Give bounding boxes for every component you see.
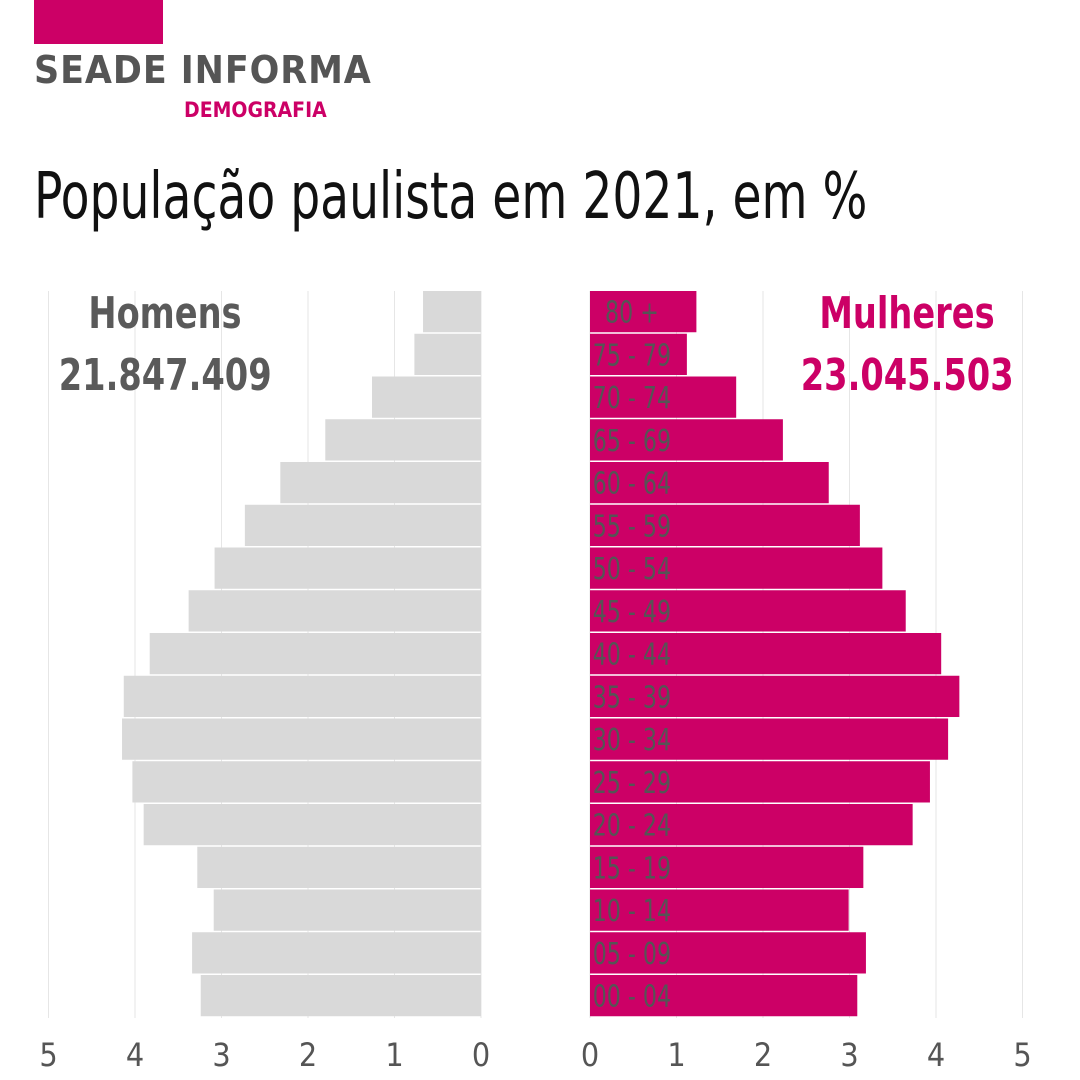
bar-men-1 <box>414 333 481 375</box>
age-group-label-0: 80 + <box>605 296 659 330</box>
bar-men-5 <box>244 504 481 546</box>
bar-women-1 <box>590 333 687 375</box>
bar-women-0 <box>590 291 697 333</box>
chart-title: População paulista em 2021, em % <box>34 160 868 234</box>
tick-men-1: 1 <box>385 1036 403 1074</box>
age-group-label-7: 45 - 49 <box>593 596 671 630</box>
bar-women-15 <box>590 932 866 974</box>
tick-women-3: 3 <box>840 1036 858 1074</box>
bar-women-14 <box>590 889 849 931</box>
tick-men-4: 4 <box>126 1036 144 1074</box>
bar-men-4 <box>280 462 481 504</box>
women-total-population: 23.045.503 <box>800 350 1014 401</box>
bar-men-7 <box>188 590 481 632</box>
tick-men-5: 5 <box>39 1036 57 1074</box>
bar-women-3 <box>590 419 783 461</box>
age-group-label-14: 10 - 14 <box>593 895 671 929</box>
bar-men-11 <box>132 761 481 803</box>
men-total-population: 21.847.409 <box>58 350 272 401</box>
age-group-label-5: 55 - 59 <box>593 510 671 544</box>
age-group-label-16: 00 - 04 <box>593 980 671 1014</box>
age-group-label-3: 65 - 69 <box>593 425 671 459</box>
women-series-label: Mulheres <box>819 288 995 339</box>
bar-men-16 <box>200 975 482 1017</box>
bar-women-5 <box>590 504 860 546</box>
bar-men-14 <box>213 889 481 931</box>
bar-men-6 <box>214 547 481 589</box>
bar-women-7 <box>590 590 906 632</box>
bar-men-12 <box>143 804 481 846</box>
bar-women-13 <box>590 846 864 888</box>
bar-women-4 <box>590 462 829 504</box>
tick-men-3: 3 <box>212 1036 230 1074</box>
age-group-label-13: 15 - 19 <box>593 852 671 886</box>
tick-men-2: 2 <box>299 1036 317 1074</box>
bar-men-13 <box>197 846 481 888</box>
bar-men-3 <box>325 419 481 461</box>
bar-men-10 <box>122 718 482 760</box>
bar-women-6 <box>590 547 883 589</box>
age-group-label-12: 20 - 24 <box>593 809 671 843</box>
age-group-label-1: 75 - 79 <box>593 339 671 373</box>
age-group-label-10: 30 - 34 <box>593 724 671 758</box>
bar-men-9 <box>123 675 481 717</box>
tick-women-1: 1 <box>667 1036 685 1074</box>
age-group-label-2: 70 - 74 <box>593 382 671 416</box>
tick-women-0: 0 <box>581 1036 599 1074</box>
age-group-label-15: 05 - 09 <box>593 938 671 972</box>
brand-color-bar <box>34 0 163 44</box>
bar-men-2 <box>372 376 481 418</box>
tick-women-5: 5 <box>1013 1036 1031 1074</box>
age-group-label-9: 35 - 39 <box>593 681 671 715</box>
bar-men-0 <box>423 291 481 333</box>
men-series-label: Homens <box>88 288 242 339</box>
age-group-label-11: 25 - 29 <box>593 767 671 801</box>
tick-women-4: 4 <box>927 1036 945 1074</box>
bar-women-10 <box>590 718 949 760</box>
bar-women-2 <box>590 376 737 418</box>
age-group-label-4: 60 - 64 <box>593 467 671 501</box>
bar-women-9 <box>590 675 960 717</box>
tick-women-2: 2 <box>754 1036 772 1074</box>
brand-name: SEADE INFORMA <box>34 48 372 92</box>
brand-section: DEMOGRAFIA <box>184 98 327 122</box>
bar-men-8 <box>149 633 481 675</box>
bar-women-12 <box>590 804 913 846</box>
tick-men-0: 0 <box>472 1036 490 1074</box>
age-group-label-6: 50 - 54 <box>593 553 671 587</box>
bar-women-8 <box>590 633 942 675</box>
bar-men-15 <box>192 932 481 974</box>
bar-women-16 <box>590 975 858 1017</box>
age-group-label-8: 40 - 44 <box>593 638 671 672</box>
bar-women-11 <box>590 761 930 803</box>
